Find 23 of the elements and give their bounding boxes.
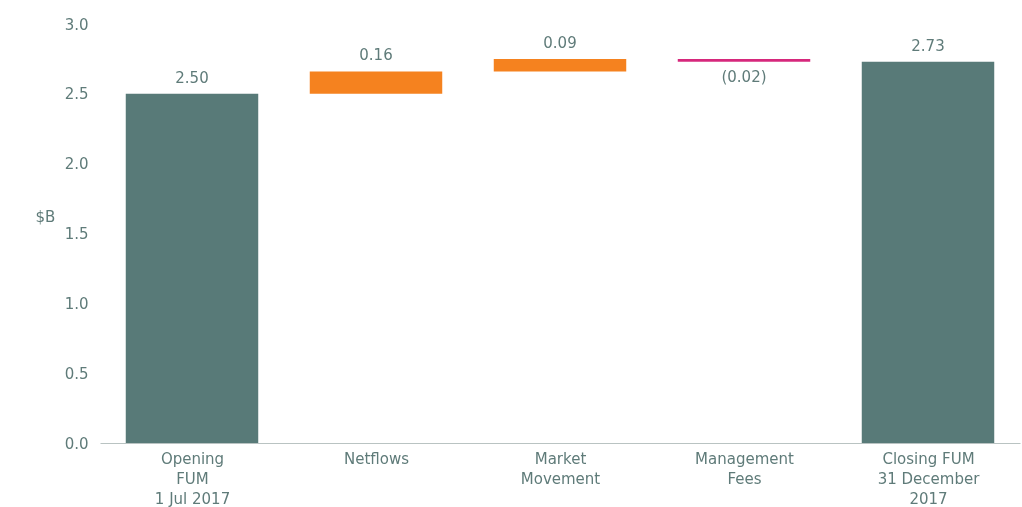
y-tick-label: 0.0	[64, 434, 89, 453]
bar	[125, 93, 259, 443]
y-tick-label: 0.5	[64, 364, 89, 383]
data-label: 0.09	[543, 33, 577, 52]
x-tick-label: Market Movement	[520, 449, 601, 488]
data-label: 0.16	[359, 46, 393, 65]
data-label: 2.50	[175, 68, 209, 87]
y-axis-title: $B	[35, 207, 56, 226]
y-tick-label: 3.0	[64, 15, 89, 34]
bar	[861, 61, 995, 443]
bar	[677, 58, 811, 62]
y-tick-label: 1.5	[64, 225, 89, 243]
x-tick-label: Netflows	[343, 449, 410, 468]
y-tick-label: 1.0	[64, 294, 89, 313]
x-tick-label: Management Fees	[695, 449, 795, 488]
x-tick-label: Opening FUM 1 Jul 2017	[154, 449, 231, 507]
bar	[493, 58, 627, 72]
y-tick-label: 2.5	[64, 85, 89, 104]
x-tick-label: Closing FUM 31 December 2017	[877, 449, 981, 507]
bar	[309, 71, 443, 94]
data-label: (0.02)	[721, 67, 767, 86]
y-tick-label: 2.0	[64, 155, 89, 174]
data-label: 2.73	[911, 36, 945, 55]
